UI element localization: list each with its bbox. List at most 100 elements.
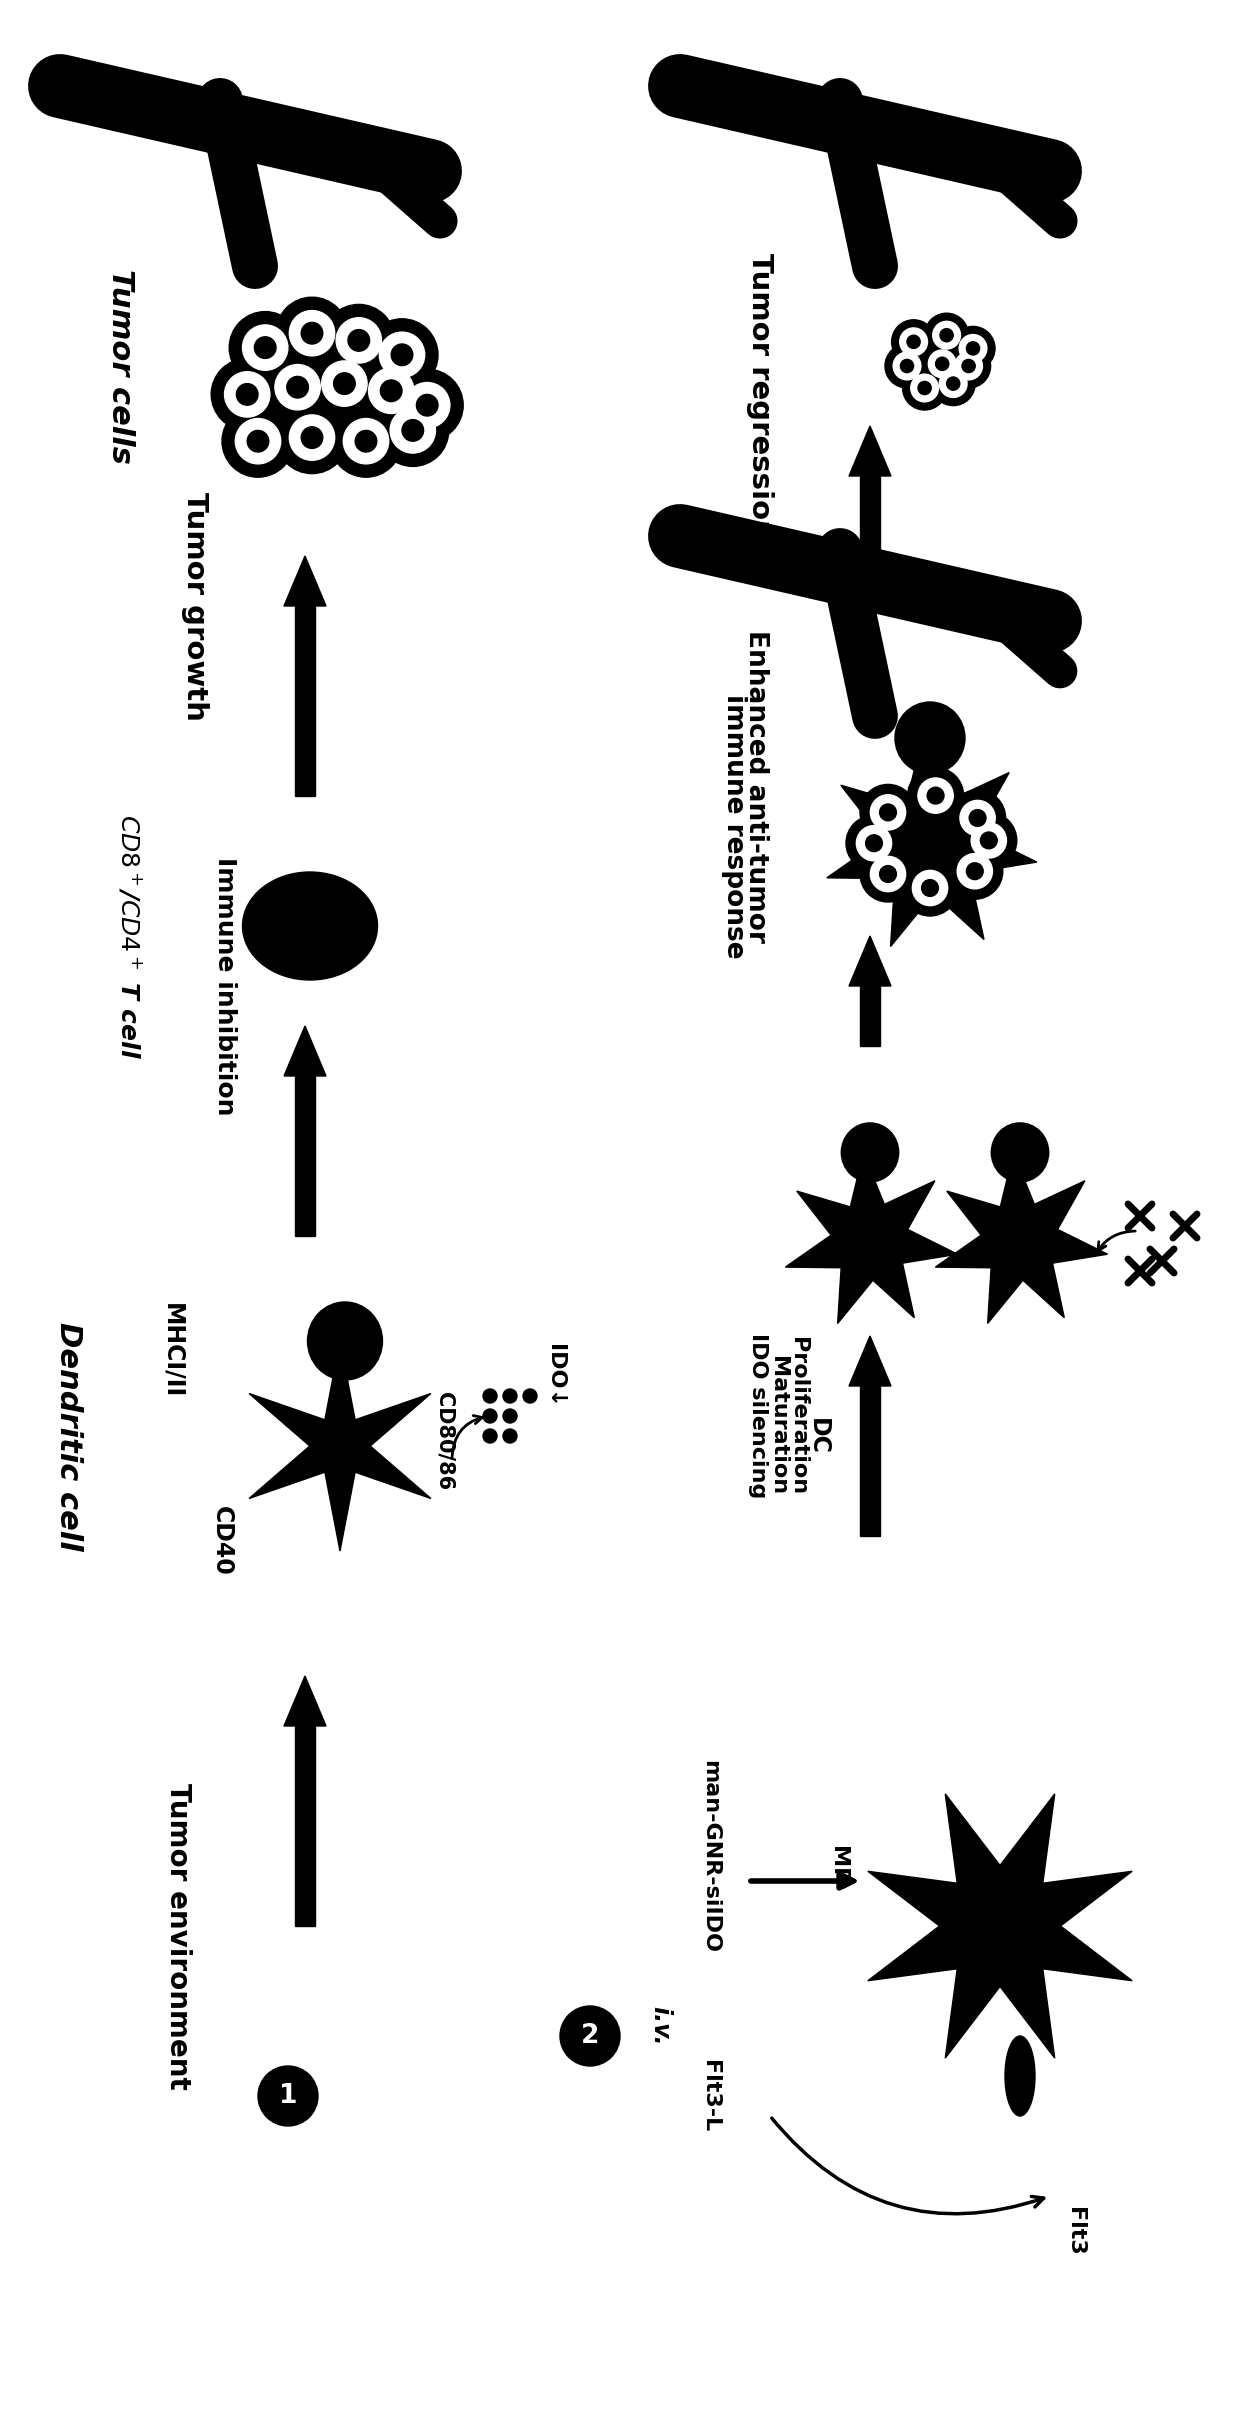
Circle shape	[885, 344, 929, 388]
Circle shape	[846, 815, 901, 871]
Circle shape	[237, 383, 258, 405]
Text: CD80/86: CD80/86	[435, 1393, 455, 1490]
Ellipse shape	[991, 1123, 1049, 1181]
Circle shape	[503, 1390, 517, 1402]
Circle shape	[870, 856, 905, 893]
Circle shape	[910, 374, 939, 403]
Bar	[295, 1077, 315, 1235]
Circle shape	[381, 381, 402, 403]
Circle shape	[900, 328, 928, 357]
Circle shape	[391, 408, 435, 454]
Text: Tumor environment: Tumor environment	[164, 1783, 192, 2089]
Circle shape	[368, 369, 414, 412]
Text: Tumor growth: Tumor growth	[181, 492, 210, 721]
Ellipse shape	[841, 1123, 899, 1181]
Circle shape	[981, 832, 997, 849]
Circle shape	[289, 311, 335, 357]
Circle shape	[866, 835, 883, 852]
Text: MHCI/II: MHCI/II	[160, 1303, 184, 1400]
Polygon shape	[249, 1342, 432, 1550]
Text: CD40: CD40	[210, 1507, 234, 1577]
Ellipse shape	[308, 1303, 382, 1380]
Circle shape	[892, 320, 936, 364]
Circle shape	[277, 298, 348, 369]
Circle shape	[951, 328, 994, 371]
Circle shape	[330, 405, 402, 478]
Circle shape	[289, 415, 335, 461]
Circle shape	[262, 352, 334, 422]
Circle shape	[560, 2006, 620, 2067]
Circle shape	[946, 344, 991, 388]
Circle shape	[503, 1429, 517, 1443]
Circle shape	[366, 318, 438, 391]
Circle shape	[960, 801, 996, 835]
Circle shape	[918, 381, 931, 395]
Text: $CD8^+$/$CD4^+$ T cell: $CD8^+$/$CD4^+$ T cell	[117, 813, 144, 1058]
Polygon shape	[284, 556, 326, 606]
Ellipse shape	[895, 701, 965, 774]
Text: IDO silencing: IDO silencing	[748, 1334, 768, 1499]
Circle shape	[913, 871, 947, 905]
Text: MR: MR	[828, 1846, 848, 1885]
Circle shape	[417, 395, 438, 415]
Circle shape	[901, 859, 959, 917]
Circle shape	[900, 359, 914, 374]
Circle shape	[940, 328, 954, 342]
Circle shape	[940, 369, 967, 398]
Circle shape	[404, 383, 450, 427]
Circle shape	[402, 420, 424, 442]
Circle shape	[920, 342, 965, 386]
Circle shape	[277, 403, 348, 473]
Circle shape	[908, 767, 963, 822]
Circle shape	[879, 866, 897, 883]
Text: Enhanced anti-tumor: Enhanced anti-tumor	[743, 631, 769, 941]
Text: Maturation: Maturation	[768, 1356, 787, 1494]
Polygon shape	[849, 1337, 892, 1385]
Circle shape	[932, 320, 961, 349]
Circle shape	[959, 335, 987, 361]
Text: DC: DC	[806, 1417, 830, 1456]
Text: IDO↓: IDO↓	[546, 1344, 565, 1407]
Text: Tumor regression: Tumor regression	[746, 252, 774, 539]
Circle shape	[957, 854, 992, 888]
Text: Dendritic cell: Dendritic cell	[53, 1322, 83, 1550]
Circle shape	[921, 881, 939, 895]
Circle shape	[355, 429, 377, 451]
Circle shape	[211, 359, 283, 429]
Circle shape	[906, 335, 920, 349]
Circle shape	[377, 395, 449, 466]
Circle shape	[893, 352, 921, 381]
Text: Immune inhibition: Immune inhibition	[213, 856, 237, 1116]
Text: Proliferation: Proliferation	[787, 1337, 808, 1494]
Circle shape	[301, 323, 322, 344]
Circle shape	[503, 1410, 517, 1424]
Circle shape	[857, 825, 892, 861]
Polygon shape	[868, 1793, 1132, 2057]
Polygon shape	[849, 427, 892, 475]
Circle shape	[301, 427, 322, 449]
Circle shape	[224, 371, 270, 417]
Text: 2: 2	[580, 2023, 599, 2050]
Text: 1: 1	[279, 2084, 298, 2108]
Circle shape	[236, 420, 280, 463]
Circle shape	[286, 376, 309, 398]
Circle shape	[879, 803, 897, 820]
Circle shape	[343, 420, 388, 463]
Text: immune response: immune response	[720, 694, 746, 958]
Circle shape	[961, 813, 1017, 869]
Circle shape	[928, 786, 944, 803]
Polygon shape	[284, 1676, 326, 1725]
Ellipse shape	[243, 871, 377, 980]
Circle shape	[936, 357, 949, 371]
Circle shape	[484, 1410, 497, 1424]
Circle shape	[931, 361, 975, 405]
Bar	[861, 985, 880, 1046]
Circle shape	[322, 303, 394, 376]
Text: Flt3: Flt3	[1065, 2208, 1085, 2256]
Bar	[295, 1725, 315, 1926]
Circle shape	[348, 330, 370, 352]
Circle shape	[966, 864, 983, 881]
Circle shape	[946, 376, 960, 391]
Circle shape	[918, 779, 954, 813]
Circle shape	[970, 810, 986, 827]
